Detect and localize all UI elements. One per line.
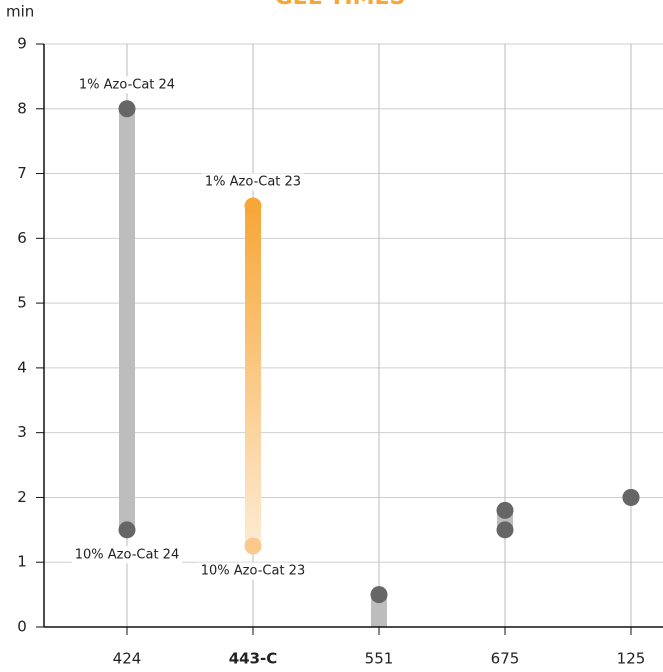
y-axis-label: min [6, 3, 34, 21]
y-tick-label: 7 [17, 164, 27, 182]
y-tick-label: 3 [17, 423, 27, 441]
high-dot [118, 100, 136, 118]
point-label: 10% Azo-Cat 24 [75, 547, 179, 562]
high-dot [244, 197, 262, 215]
x-tick-label: 125 [617, 650, 646, 668]
y-tick-label: 0 [17, 618, 27, 636]
y-tick-label: 8 [17, 99, 27, 117]
range-bar [371, 594, 387, 627]
x-tick-label: 675 [491, 650, 520, 668]
label-background [201, 173, 305, 191]
label-background [197, 562, 309, 580]
y-tick-label: 2 [17, 488, 27, 506]
x-tick-label: 551 [365, 650, 394, 668]
y-tick-label: 1 [17, 553, 27, 571]
chart-title: GEL TIMES [275, 0, 406, 10]
x-tick-label: 424 [113, 650, 142, 668]
label-background [75, 76, 179, 94]
y-tick-label: 6 [17, 229, 27, 247]
range-bar [245, 205, 261, 547]
y-tick-label: 5 [17, 294, 27, 312]
range-bar [119, 108, 135, 530]
x-tick-label: 443-C [229, 650, 278, 668]
label-background [71, 546, 183, 564]
high-dot [622, 488, 640, 506]
low-dot [496, 521, 514, 539]
high-dot [370, 586, 388, 604]
low-dot [244, 537, 262, 555]
high-dot [496, 501, 514, 519]
point-label: 1% Azo-Cat 23 [205, 174, 301, 189]
y-tick-label: 9 [17, 35, 27, 53]
point-label: 10% Azo-Cat 23 [201, 564, 305, 579]
low-dot [118, 521, 136, 539]
point-label: 1% Azo-Cat 24 [79, 77, 175, 92]
y-tick-label: 4 [17, 358, 27, 376]
